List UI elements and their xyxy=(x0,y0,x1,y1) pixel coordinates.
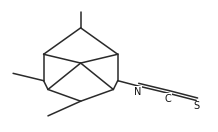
Text: N: N xyxy=(134,87,141,96)
Text: C: C xyxy=(165,94,171,104)
Text: S: S xyxy=(193,101,199,111)
